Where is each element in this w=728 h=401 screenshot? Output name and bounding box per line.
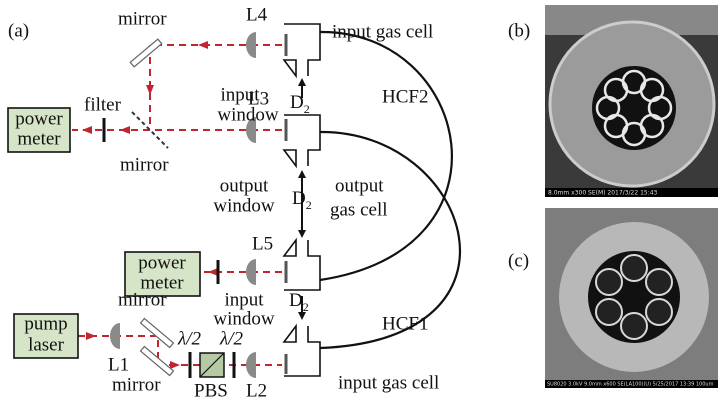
panel-label: (c) (508, 250, 529, 271)
gas-cell (284, 240, 320, 290)
label: meter (17, 128, 61, 149)
panel-label: (b) (508, 20, 530, 41)
figure: (a) mirror L4 input gas cell input windo… (0, 0, 728, 401)
label: mirror (112, 374, 161, 395)
label: output (335, 175, 384, 196)
label: input gas cell (338, 372, 439, 393)
label: D2 (290, 92, 310, 115)
label: L5 (252, 233, 273, 254)
label: input (224, 289, 264, 310)
label: λ/2 (219, 328, 244, 349)
gas-cell (284, 115, 320, 166)
label: L1 (108, 354, 129, 375)
label: laser (28, 334, 65, 355)
label: D2 (289, 290, 309, 313)
caption: 8.0mm x300 SE(M) 2017/3/22 15:43 (548, 190, 658, 197)
subscript: 2 (303, 300, 309, 314)
label: L3 (248, 88, 269, 109)
label: λ/2 (177, 328, 202, 349)
lens (246, 32, 256, 58)
label: pump (24, 313, 67, 334)
label: power (138, 252, 186, 273)
gas-cell (284, 24, 320, 76)
sem-image-b: 8.0mm x300 SE(M) 2017/3/22 15:43 (545, 5, 718, 197)
subscript: 2 (304, 102, 310, 116)
lens (110, 323, 120, 349)
label: mirror (120, 154, 169, 175)
label: D2 (292, 188, 312, 211)
label: HCF2 (382, 86, 428, 107)
panel-label: (a) (8, 20, 29, 41)
label: D (289, 290, 303, 311)
label: window (213, 308, 275, 329)
label: power (15, 108, 63, 129)
label: output (220, 175, 269, 196)
lens (246, 352, 256, 378)
subscript: 2 (306, 198, 312, 212)
gas-cell (284, 326, 320, 376)
arrowheads (82, 41, 218, 369)
label: PBS (194, 380, 228, 401)
label: window (213, 195, 275, 216)
label: input gas cell (332, 21, 433, 42)
mirror (141, 346, 174, 375)
label: HCF1 (382, 313, 428, 334)
fiber-hcf2 (320, 32, 452, 280)
sem-image-c: SU8020 3.0kV 9.0mm x600 SE(LA100)(U) 5/2… (545, 208, 718, 388)
label: mirror (118, 8, 167, 29)
caption: SU8020 3.0kV 9.0mm x600 SE(LA100)(U) 5/2… (547, 382, 714, 388)
label: L4 (246, 4, 268, 25)
label: filter (84, 94, 122, 115)
label: D (290, 92, 304, 113)
mirror (130, 39, 161, 67)
label: mirror (118, 289, 167, 310)
label: gas cell (330, 199, 388, 220)
page: {"panel_a": {"label": "(a)", "mirror_top… (0, 0, 728, 401)
label: D (292, 188, 306, 209)
label: L2 (246, 380, 267, 401)
lens (246, 259, 256, 285)
